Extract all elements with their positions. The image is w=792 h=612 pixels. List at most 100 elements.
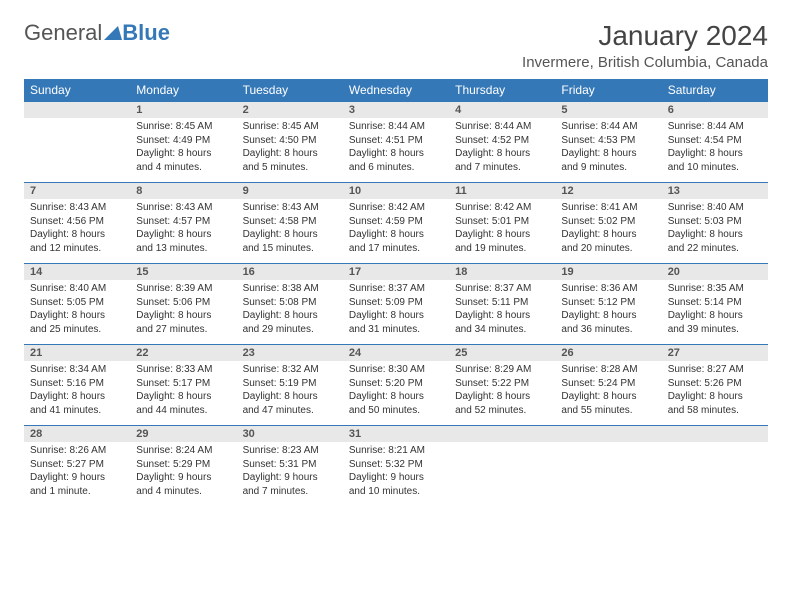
sunset-text: Sunset: 4:52 PM (455, 134, 549, 148)
sunset-text: Sunset: 5:01 PM (455, 215, 549, 229)
daylight2-text: and 10 minutes. (668, 161, 762, 175)
day-cell: Sunrise: 8:38 AMSunset: 5:08 PMDaylight:… (237, 280, 343, 345)
day-cell: Sunrise: 8:42 AMSunset: 5:01 PMDaylight:… (449, 199, 555, 264)
daylight1-text: Daylight: 8 hours (668, 147, 762, 161)
day-number: 16 (237, 264, 343, 281)
day-data-row: Sunrise: 8:45 AMSunset: 4:49 PMDaylight:… (24, 118, 768, 183)
sunrise-text: Sunrise: 8:37 AM (349, 282, 443, 296)
sunrise-text: Sunrise: 8:42 AM (455, 201, 549, 215)
sunrise-text: Sunrise: 8:26 AM (30, 444, 124, 458)
day-cell: Sunrise: 8:36 AMSunset: 5:12 PMDaylight:… (555, 280, 661, 345)
daylight2-text: and 22 minutes. (668, 242, 762, 256)
day-cell: Sunrise: 8:24 AMSunset: 5:29 PMDaylight:… (130, 442, 236, 506)
day-number-row: 123456 (24, 102, 768, 119)
sunrise-text: Sunrise: 8:34 AM (30, 363, 124, 377)
day-number: 23 (237, 345, 343, 362)
sunset-text: Sunset: 5:22 PM (455, 377, 549, 391)
day-cell: Sunrise: 8:39 AMSunset: 5:06 PMDaylight:… (130, 280, 236, 345)
sunset-text: Sunset: 5:11 PM (455, 296, 549, 310)
daylight1-text: Daylight: 8 hours (349, 147, 443, 161)
daylight1-text: Daylight: 9 hours (243, 471, 337, 485)
sunrise-text: Sunrise: 8:41 AM (561, 201, 655, 215)
day-data-row: Sunrise: 8:40 AMSunset: 5:05 PMDaylight:… (24, 280, 768, 345)
sunrise-text: Sunrise: 8:38 AM (243, 282, 337, 296)
sunrise-text: Sunrise: 8:43 AM (30, 201, 124, 215)
day-cell: Sunrise: 8:37 AMSunset: 5:11 PMDaylight:… (449, 280, 555, 345)
day-cell: Sunrise: 8:29 AMSunset: 5:22 PMDaylight:… (449, 361, 555, 426)
daylight2-text: and 44 minutes. (136, 404, 230, 418)
day-cell: Sunrise: 8:45 AMSunset: 4:50 PMDaylight:… (237, 118, 343, 183)
day-cell: Sunrise: 8:43 AMSunset: 4:56 PMDaylight:… (24, 199, 130, 264)
sunset-text: Sunset: 5:03 PM (668, 215, 762, 229)
sunset-text: Sunset: 5:29 PM (136, 458, 230, 472)
day-number: 1 (130, 102, 236, 119)
sunrise-text: Sunrise: 8:27 AM (668, 363, 762, 377)
daylight1-text: Daylight: 9 hours (136, 471, 230, 485)
daylight1-text: Daylight: 8 hours (455, 147, 549, 161)
sunrise-text: Sunrise: 8:45 AM (136, 120, 230, 134)
daylight2-text: and 15 minutes. (243, 242, 337, 256)
daylight1-text: Daylight: 8 hours (668, 309, 762, 323)
day-number: 6 (662, 102, 768, 119)
sunset-text: Sunset: 5:14 PM (668, 296, 762, 310)
day-cell: Sunrise: 8:44 AMSunset: 4:52 PMDaylight:… (449, 118, 555, 183)
daylight2-text: and 50 minutes. (349, 404, 443, 418)
day-number: 8 (130, 183, 236, 200)
day-number: 9 (237, 183, 343, 200)
day-number: 2 (237, 102, 343, 119)
day-cell: Sunrise: 8:44 AMSunset: 4:51 PMDaylight:… (343, 118, 449, 183)
month-title: January 2024 (522, 20, 768, 52)
day-number-row: 78910111213 (24, 183, 768, 200)
brand-part1: General (24, 20, 102, 46)
sunset-text: Sunset: 4:50 PM (243, 134, 337, 148)
daylight1-text: Daylight: 9 hours (30, 471, 124, 485)
daylight1-text: Daylight: 8 hours (561, 228, 655, 242)
daylight1-text: Daylight: 8 hours (349, 228, 443, 242)
sunrise-text: Sunrise: 8:37 AM (455, 282, 549, 296)
day-cell: Sunrise: 8:34 AMSunset: 5:16 PMDaylight:… (24, 361, 130, 426)
daylight1-text: Daylight: 8 hours (561, 147, 655, 161)
day-cell: Sunrise: 8:40 AMSunset: 5:05 PMDaylight:… (24, 280, 130, 345)
sunrise-text: Sunrise: 8:23 AM (243, 444, 337, 458)
day-data-row: Sunrise: 8:34 AMSunset: 5:16 PMDaylight:… (24, 361, 768, 426)
sunset-text: Sunset: 4:57 PM (136, 215, 230, 229)
day-header: Tuesday (237, 79, 343, 102)
daylight2-text: and 6 minutes. (349, 161, 443, 175)
sunrise-text: Sunrise: 8:30 AM (349, 363, 443, 377)
day-number: 14 (24, 264, 130, 281)
day-number: 11 (449, 183, 555, 200)
day-header: Sunday (24, 79, 130, 102)
daylight2-text: and 10 minutes. (349, 485, 443, 499)
sunrise-text: Sunrise: 8:24 AM (136, 444, 230, 458)
day-number: 20 (662, 264, 768, 281)
day-number-row: 14151617181920 (24, 264, 768, 281)
sunrise-text: Sunrise: 8:39 AM (136, 282, 230, 296)
day-cell: Sunrise: 8:42 AMSunset: 4:59 PMDaylight:… (343, 199, 449, 264)
day-cell (24, 118, 130, 183)
day-cell: Sunrise: 8:26 AMSunset: 5:27 PMDaylight:… (24, 442, 130, 506)
daylight2-text: and 7 minutes. (243, 485, 337, 499)
day-cell (662, 442, 768, 506)
sunrise-text: Sunrise: 8:43 AM (136, 201, 230, 215)
daylight2-text: and 25 minutes. (30, 323, 124, 337)
sunrise-text: Sunrise: 8:21 AM (349, 444, 443, 458)
sunset-text: Sunset: 5:08 PM (243, 296, 337, 310)
day-cell: Sunrise: 8:44 AMSunset: 4:53 PMDaylight:… (555, 118, 661, 183)
day-cell: Sunrise: 8:37 AMSunset: 5:09 PMDaylight:… (343, 280, 449, 345)
sunset-text: Sunset: 4:58 PM (243, 215, 337, 229)
daylight2-text: and 4 minutes. (136, 485, 230, 499)
day-number-row: 21222324252627 (24, 345, 768, 362)
day-number: 19 (555, 264, 661, 281)
day-number: 30 (237, 426, 343, 443)
day-number: 5 (555, 102, 661, 119)
daylight1-text: Daylight: 8 hours (136, 309, 230, 323)
sunrise-text: Sunrise: 8:36 AM (561, 282, 655, 296)
daylight1-text: Daylight: 8 hours (349, 309, 443, 323)
day-number (449, 426, 555, 443)
day-number (24, 102, 130, 119)
day-number: 13 (662, 183, 768, 200)
sunset-text: Sunset: 5:12 PM (561, 296, 655, 310)
day-number: 3 (343, 102, 449, 119)
sunrise-text: Sunrise: 8:29 AM (455, 363, 549, 377)
daylight2-text: and 47 minutes. (243, 404, 337, 418)
